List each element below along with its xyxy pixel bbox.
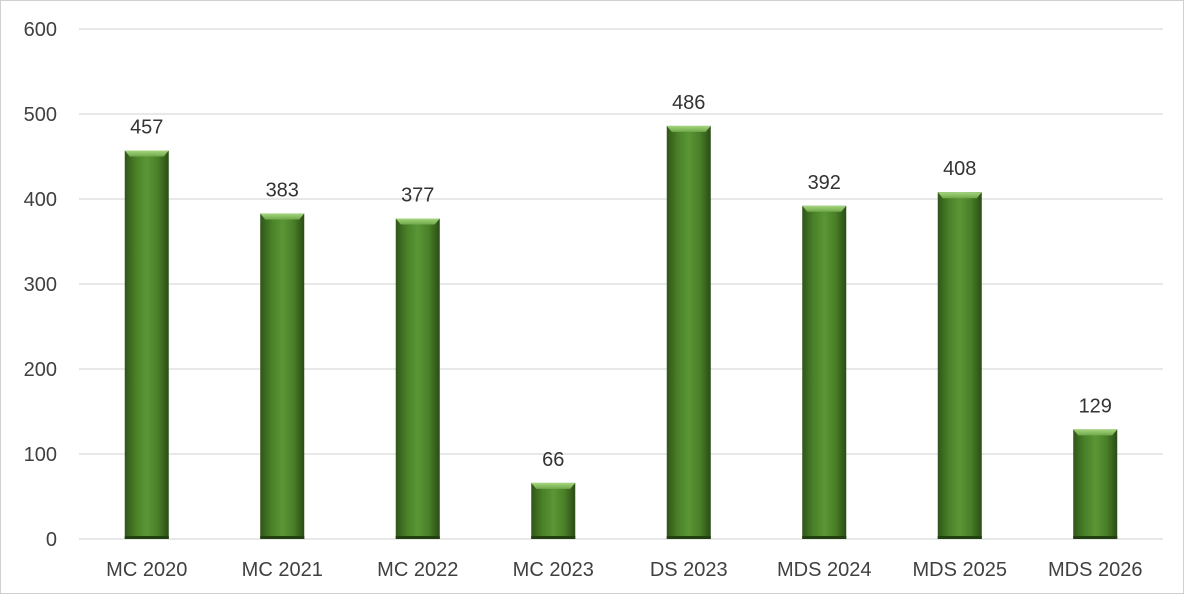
data-label: 408 <box>943 158 976 180</box>
y-tick-label: 100 <box>24 444 57 466</box>
bar <box>531 482 576 539</box>
bars <box>124 125 1118 540</box>
bar-body <box>802 205 847 540</box>
y-axis-tick-labels: 0 100 200 300 400 500 600 <box>24 19 57 551</box>
data-label: 377 <box>401 185 434 207</box>
data-label: 129 <box>1079 395 1112 417</box>
bar-top-bevel <box>260 213 305 220</box>
bar-bottom-edge <box>1073 536 1118 539</box>
x-category-label: MDS 2024 <box>777 559 872 581</box>
bar-body <box>260 213 305 539</box>
y-tick-label: 0 <box>46 529 57 551</box>
data-label: 392 <box>808 172 841 194</box>
data-label: 383 <box>266 179 299 201</box>
bar <box>1073 429 1118 539</box>
gridlines <box>79 28 1163 540</box>
x-category-label: DS 2023 <box>650 559 728 581</box>
bar-body <box>1073 429 1118 539</box>
bar-body <box>666 125 711 540</box>
x-category-label: MC 2020 <box>106 559 187 581</box>
bar-top-bevel <box>802 205 847 212</box>
bar-top-bevel <box>937 192 982 199</box>
data-labels: 457 383 377 66 486 392 408 129 <box>130 92 1112 471</box>
bar <box>937 192 982 539</box>
bar-body <box>937 192 982 539</box>
bar-top-bevel <box>124 150 169 157</box>
x-category-label: MC 2022 <box>377 559 458 581</box>
bar-top-bevel <box>531 482 576 489</box>
bar-top-bevel <box>666 125 711 132</box>
bar <box>666 125 711 540</box>
bar-bottom-edge <box>531 536 576 539</box>
bar-bottom-edge <box>802 536 847 539</box>
bar <box>124 150 169 540</box>
x-category-label: MC 2021 <box>242 559 323 581</box>
bar <box>802 205 847 540</box>
bar-bottom-edge <box>937 536 982 539</box>
data-label: 457 <box>130 117 163 139</box>
x-category-label: MDS 2026 <box>1048 559 1143 581</box>
y-tick-label: 600 <box>24 19 57 41</box>
x-category-label: MC 2023 <box>513 559 594 581</box>
bar-body <box>531 482 576 539</box>
bar-body <box>124 150 169 540</box>
y-tick-label: 500 <box>24 104 57 126</box>
x-category-label: MDS 2025 <box>913 559 1008 581</box>
bar-top-bevel <box>1073 429 1118 436</box>
bar-bottom-edge <box>124 536 169 539</box>
bar <box>260 213 305 539</box>
data-label: 66 <box>542 449 564 471</box>
bar <box>395 218 440 540</box>
bar-top-bevel <box>395 218 440 225</box>
y-tick-label: 200 <box>24 359 57 381</box>
bar-bottom-edge <box>666 536 711 539</box>
y-tick-label: 400 <box>24 189 57 211</box>
bar-bottom-edge <box>395 536 440 539</box>
bar-bottom-edge <box>260 536 305 539</box>
y-tick-label: 300 <box>24 274 57 296</box>
data-label: 486 <box>672 92 705 114</box>
bar-body <box>395 218 440 540</box>
x-axis-category-labels: MC 2020 MC 2021 MC 2022 MC 2023 DS 2023 MDS 2… <box>106 559 1142 581</box>
